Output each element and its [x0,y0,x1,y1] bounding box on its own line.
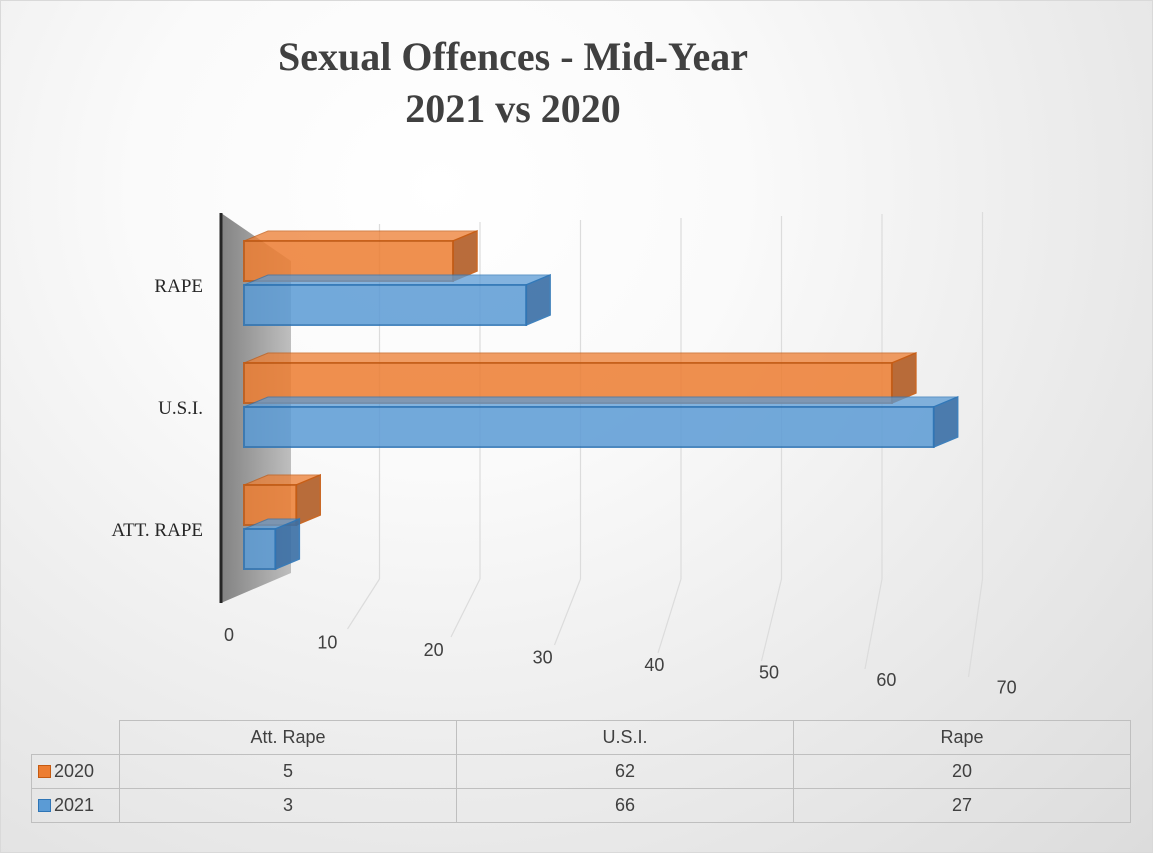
chart-title-line-1: Sexual Offences - Mid-Year [278,34,748,79]
data-table-cell: 5 [119,754,457,789]
gridline-floor [346,578,381,630]
bar-2020-rape [243,229,478,283]
gridline-floor [450,578,481,638]
bar-front-face [243,406,935,448]
data-table-cell: 66 [456,788,794,823]
x-tick-label: 40 [644,655,664,675]
bar-end-face [452,229,478,283]
data-table-cell: 62 [456,754,794,789]
bar-front-face [243,284,528,326]
chart-title-line-2: 2021 vs 2020 [405,86,621,131]
bar-2020-u-s-i- [243,351,917,405]
x-tick-label: 70 [997,678,1017,698]
bar-front-face [243,528,277,570]
category-labels: ATT. RAPE U.S.I. RAPE [112,276,203,541]
bar-2021-u-s-i- [243,395,959,449]
x-tick-label: 30 [533,648,553,668]
x-tick-label: 50 [759,663,779,683]
bar-end-face [891,351,917,405]
x-tick-label: 0 [224,625,234,645]
x-axis-tick-labels: 0 10 20 30 40 50 60 70 [224,625,1017,698]
bar-top-face [243,396,958,408]
legend-label-2020: 2020 [54,761,95,781]
gridline-floor [864,578,883,670]
x-tick-label: 60 [876,670,896,690]
data-table-column-header: U.S.I. [456,720,794,755]
chart-title: Sexual Offences - Mid-Year 2021 vs 2020 [1,31,1025,135]
data-table-row: 2021 3 66 27 [31,788,1131,823]
bar-end-face [295,473,321,527]
bar-2020-att-rape [243,473,321,527]
bar-2021-rape [243,273,551,327]
bar-top-face [243,352,917,364]
category-label: U.S.I. [158,398,203,419]
bars [243,229,959,571]
gridline-floor [967,578,984,678]
bar-2021-att-rape [243,517,301,571]
x-tick-label: 10 [317,633,337,653]
data-table-corner [31,720,120,755]
gridline-floor [657,578,682,654]
data-table-cell: 20 [793,754,1131,789]
bar-end-face [525,273,551,327]
category-label: RAPE [154,276,203,297]
data-table-cell: 3 [119,788,457,823]
legend-label-2021: 2021 [54,795,95,815]
bar-end-face [274,517,301,571]
data-table-row-header: 2020 [31,754,120,789]
data-table-column-header: Att. Rape [119,720,457,755]
data-table-cell: 27 [793,788,1131,823]
data-table-row: 2020 5 62 20 [31,754,1131,789]
data-table-header-row: Att. Rape U.S.I. Rape [31,720,1131,755]
data-table: Att. Rape U.S.I. Rape 2020 5 62 20 2021 … [31,720,1131,823]
legend-swatch-2021 [38,799,51,812]
bar-top-face [243,274,551,286]
bar-end-face [932,395,959,449]
gridline-floor [760,578,783,662]
bar-front-face [243,240,454,282]
legend-swatch-2020 [38,765,51,778]
data-table-row-header: 2021 [31,788,120,823]
gridline-floor [553,578,582,646]
x-tick-label: 20 [424,640,444,660]
data-table-column-header: Rape [793,720,1131,755]
category-label: ATT. RAPE [112,520,203,541]
bar-top-face [243,230,478,242]
